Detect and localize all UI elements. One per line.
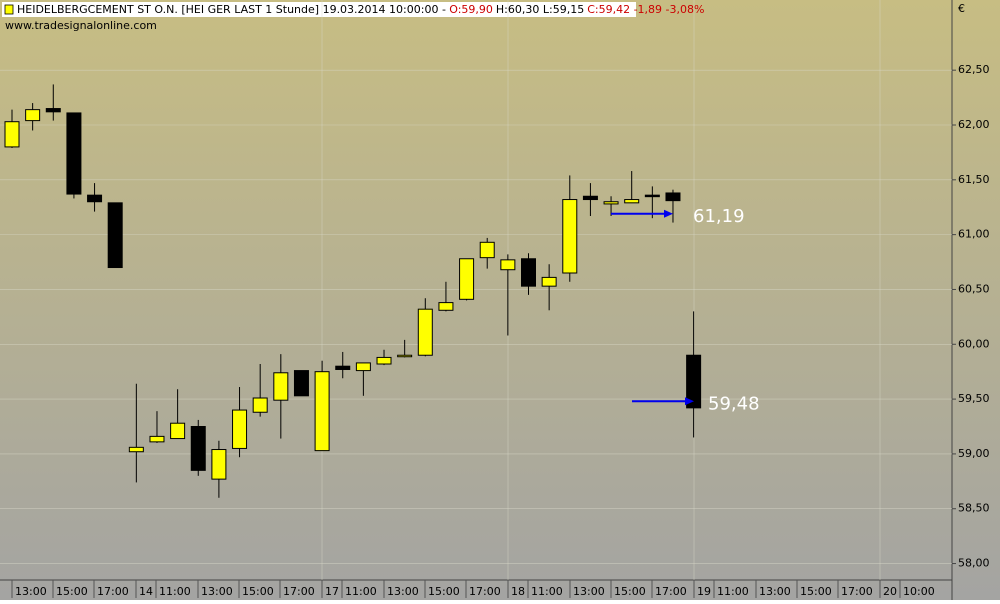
candle-body: [459, 258, 475, 300]
x-tick-label: 13:00: [387, 585, 419, 598]
candle-body: [211, 449, 227, 480]
arrow-head: [685, 397, 694, 406]
x-tick-label: 15:00: [428, 585, 460, 598]
candle-body: [582, 195, 598, 201]
candle-body: [252, 397, 268, 413]
y-tick-label: 60,00: [958, 337, 990, 350]
candle-body: [314, 371, 330, 452]
header-segment: HEIDELBERGCEMENT ST O.N. [HEI GER LAST 1…: [17, 3, 446, 16]
candle-body: [128, 446, 144, 453]
y-tick-label: 59,50: [958, 392, 990, 405]
y-tick-label: 58,50: [958, 502, 990, 515]
x-tick-label: 11:00: [717, 585, 749, 598]
y-tick-label: 58,00: [958, 557, 990, 570]
series-icon: [4, 4, 14, 15]
x-tick-label: 13:00: [15, 585, 47, 598]
candle-body: [541, 276, 557, 287]
candle-body: [87, 194, 103, 203]
y-tick-label: 62,00: [958, 118, 990, 131]
candle-body: [438, 302, 454, 311]
x-tick-label: 17:00: [655, 585, 687, 598]
currency: €: [958, 2, 965, 15]
candle-body: [665, 192, 681, 202]
x-tick-label: 20: [883, 585, 897, 598]
header-text: HEIDELBERGCEMENT ST O.N. [HEI GER LAST 1…: [17, 3, 704, 16]
x-tick-label: 15:00: [242, 585, 274, 598]
candle-body: [479, 241, 495, 259]
candle-body: [644, 194, 660, 198]
candle-body: [562, 199, 578, 274]
x-tick-label: 11:00: [531, 585, 563, 598]
x-tick-label: 17:00: [841, 585, 873, 598]
source: www.tradesignalonline.com: [5, 19, 157, 32]
candle-body: [417, 308, 433, 356]
y-tick-label: 62,50: [958, 63, 990, 76]
x-tick-label: 15:00: [56, 585, 88, 598]
candle-body: [376, 356, 392, 365]
y-tick-label: 61,50: [958, 173, 990, 186]
candle-body: [273, 372, 289, 401]
x-tick-label: 18: [511, 585, 525, 598]
candle-body: [603, 201, 619, 205]
candle-body: [4, 121, 20, 148]
candle-body: [500, 259, 516, 271]
candle-body: [686, 354, 702, 409]
x-tick-label: 13:00: [573, 585, 605, 598]
candle-body: [190, 426, 206, 471]
x-tick-label: 11:00: [345, 585, 377, 598]
candle-body: [170, 422, 186, 440]
annotation-label: 59,48: [708, 393, 760, 414]
candle-body: [66, 112, 82, 195]
candle-body: [335, 365, 351, 370]
x-tick-label: 17:00: [97, 585, 129, 598]
header-segment: H:60,30 L:59,15: [496, 3, 584, 16]
x-tick-label: 17:00: [469, 585, 501, 598]
x-tick-label: 15:00: [614, 585, 646, 598]
candle-body: [355, 362, 371, 372]
y-tick-label: 59,00: [958, 447, 990, 460]
x-tick-label: 19: [697, 585, 711, 598]
candle-body: [25, 109, 41, 122]
x-tick-label: 11:00: [159, 585, 191, 598]
x-tick-label: 14: [139, 585, 153, 598]
candle-body: [397, 354, 413, 358]
x-tick-label: 17: [325, 585, 339, 598]
candle-body: [521, 258, 536, 287]
x-tick-label: 17:00: [283, 585, 315, 598]
candle-body: [149, 435, 165, 443]
x-tick-label: 15:00: [800, 585, 832, 598]
y-tick-label: 60,50: [958, 282, 990, 295]
x-tick-label: 13:00: [201, 585, 233, 598]
candle-body: [624, 199, 640, 204]
candle-body: [45, 108, 61, 113]
x-tick-label: 10:00: [903, 585, 935, 598]
y-tick-label: 61,00: [958, 228, 990, 241]
header-segment: C:59,42 -1,89 -3,08%: [587, 3, 704, 16]
arrow-head: [664, 209, 673, 218]
header-bar: [2, 2, 636, 17]
x-tick-label: 13:00: [759, 585, 791, 598]
candle-body: [293, 370, 309, 397]
candle-body: [107, 202, 123, 269]
header-segment: O:59,90: [449, 3, 493, 16]
candle-body: [232, 409, 248, 449]
annotation-label: 61,19: [693, 206, 745, 227]
